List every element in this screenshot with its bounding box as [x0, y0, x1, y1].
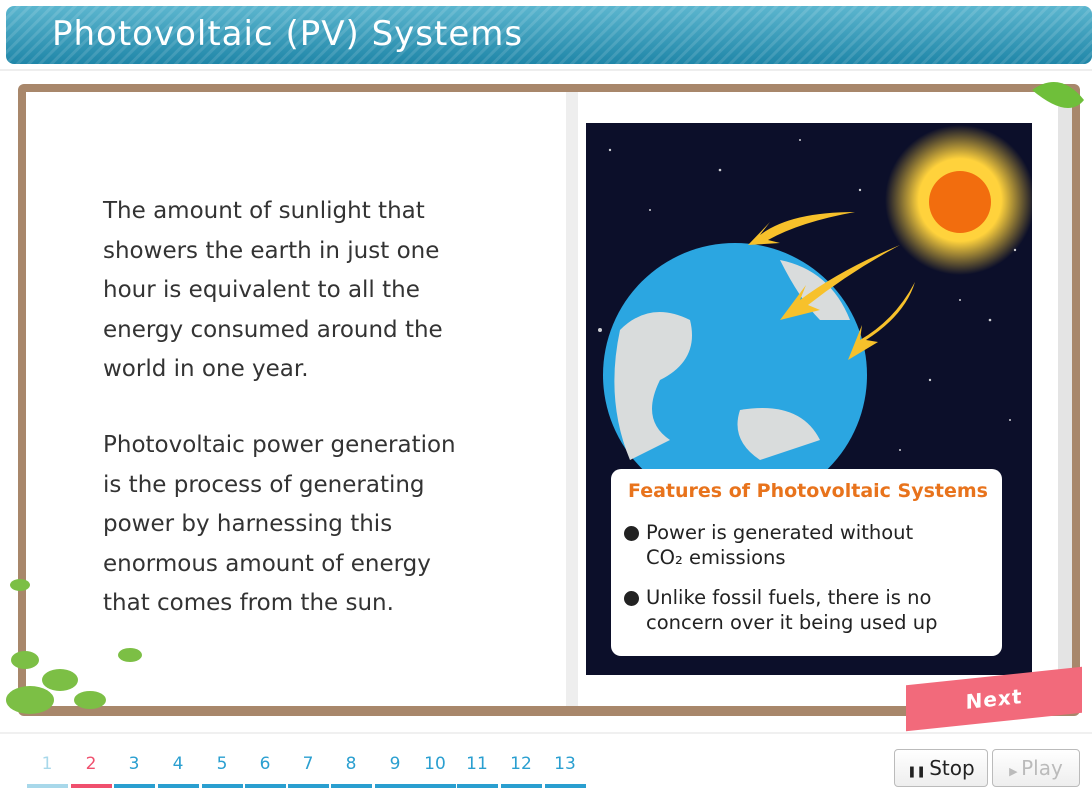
text-line: Photovoltaic power generation	[103, 426, 563, 466]
text-line: energy consumed around the	[103, 311, 563, 351]
page: Photovoltaic (PV) Systems The amount of …	[0, 0, 1092, 796]
page-number[interactable]: 10	[415, 754, 455, 774]
page-indicator	[331, 784, 372, 788]
page-number[interactable]: 4	[158, 754, 198, 774]
page-indicator	[114, 784, 155, 788]
page-number[interactable]: 12	[501, 754, 541, 774]
page-indicator	[415, 784, 456, 788]
page-number[interactable]: 11	[457, 754, 497, 774]
page-indicator	[545, 784, 586, 788]
page-number[interactable]: 9	[375, 754, 415, 774]
page-indicator	[202, 784, 243, 788]
text-line: enormous amount of energy	[103, 545, 563, 585]
text-line: CO₂ emissions	[622, 545, 913, 570]
page-indicator	[158, 784, 199, 788]
page-number[interactable]: 2	[71, 754, 111, 774]
features-title: Features of Photovoltaic Systems	[628, 480, 988, 502]
page-indicator	[71, 784, 112, 788]
stop-label: Stop	[929, 756, 974, 780]
page-indicator	[245, 784, 286, 788]
text-line: power by harnessing this	[103, 505, 563, 545]
text-line: The amount of sunlight that	[103, 192, 563, 232]
play-button[interactable]: ▶ Play	[992, 749, 1080, 787]
text-line: that comes from the sun.	[103, 584, 563, 624]
page-number[interactable]: 7	[288, 754, 328, 774]
page-title: Photovoltaic (PV) Systems	[52, 14, 523, 54]
page-number[interactable]: 5	[202, 754, 242, 774]
page-indicator	[501, 784, 542, 788]
page-number[interactable]: 8	[331, 754, 371, 774]
text-line: Unlike fossil fuels, there is no	[622, 585, 937, 610]
text-line: world in one year.	[103, 350, 563, 390]
page-number[interactable]: 13	[545, 754, 585, 774]
text-line: hour is equivalent to all the	[103, 271, 563, 311]
page-indicator	[288, 784, 329, 788]
page-indicator	[457, 784, 498, 788]
stop-button[interactable]: ❚❚ Stop	[894, 749, 988, 787]
text-line: showers the earth in just one	[103, 232, 563, 272]
text-line: concern over it being used up	[622, 610, 937, 635]
page-number[interactable]: 6	[245, 754, 285, 774]
page-number[interactable]: 3	[114, 754, 154, 774]
page-indicator	[27, 784, 68, 788]
background	[0, 0, 1092, 796]
page-indicator	[375, 784, 416, 788]
page-number[interactable]: 1	[27, 754, 67, 774]
text-line: is the process of generating	[103, 466, 563, 506]
text-line: Power is generated without	[622, 520, 913, 545]
play-label: Play	[1021, 756, 1063, 780]
